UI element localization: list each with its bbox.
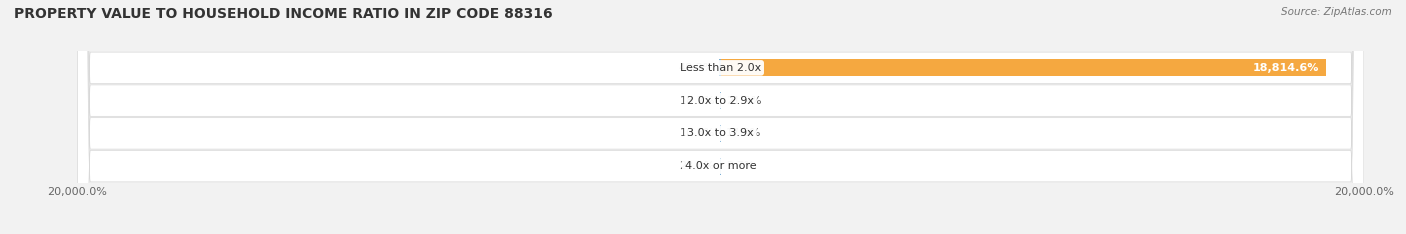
Text: 3.0x to 3.9x: 3.0x to 3.9x [688,128,754,138]
Text: 18.2%: 18.2% [679,96,714,106]
Text: 2.7%: 2.7% [725,161,754,171]
Text: 18,814.6%: 18,814.6% [1253,63,1319,73]
Bar [721,59,1326,76]
Text: 21.2%: 21.2% [727,96,762,106]
Text: 10.6%: 10.6% [681,128,716,138]
Text: 48.2%: 48.2% [678,63,714,73]
Bar [718,59,721,76]
Text: Source: ZipAtlas.com: Source: ZipAtlas.com [1281,7,1392,17]
Text: 2.0x to 2.9x: 2.0x to 2.9x [688,96,754,106]
Text: 17.0%: 17.0% [727,128,762,138]
FancyBboxPatch shape [77,0,1364,234]
Text: Less than 2.0x: Less than 2.0x [681,63,761,73]
Text: 23.0%: 23.0% [679,161,714,171]
Text: PROPERTY VALUE TO HOUSEHOLD INCOME RATIO IN ZIP CODE 88316: PROPERTY VALUE TO HOUSEHOLD INCOME RATIO… [14,7,553,21]
FancyBboxPatch shape [77,0,1364,234]
Text: 4.0x or more: 4.0x or more [685,161,756,171]
FancyBboxPatch shape [77,0,1364,234]
FancyBboxPatch shape [77,0,1364,234]
